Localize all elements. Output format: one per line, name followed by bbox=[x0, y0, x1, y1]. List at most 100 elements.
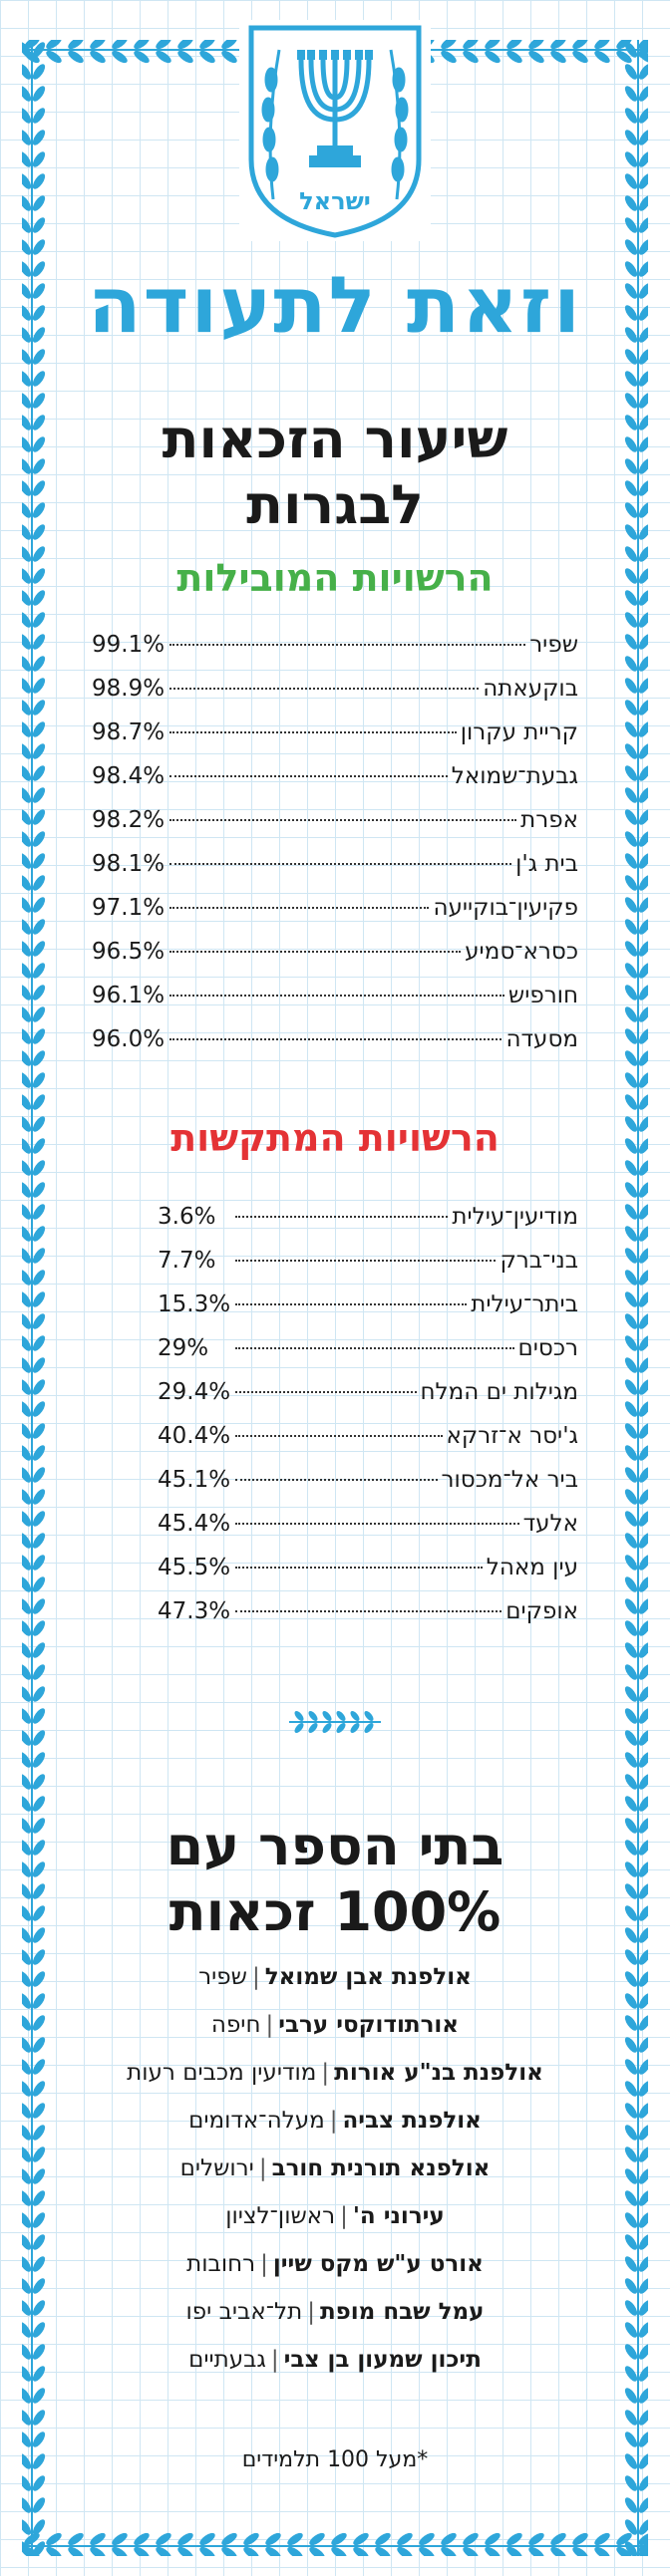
eligibility-percent: 45.4% bbox=[158, 1511, 231, 1537]
school-name: אולפנת אבן שמואל bbox=[264, 1964, 472, 1990]
school-name: אולפנא תורנית חורב bbox=[271, 2155, 491, 2181]
schools-list: אולפנת אבן שמואל|שפיר אורתודוקסי ערבי|חיפ… bbox=[40, 1953, 630, 2384]
list-item: עין מאהל 45.5% bbox=[92, 1555, 578, 1598]
list-item: חורפיש 96.1% bbox=[92, 983, 578, 1026]
locality-name: גבעת־שמואל bbox=[451, 763, 578, 789]
eligibility-percent: 99.1% bbox=[92, 632, 166, 658]
list-item: אופקים 47.3% bbox=[92, 1598, 578, 1642]
list-item: כסרא־סמיע 96.5% bbox=[92, 939, 578, 983]
list-item: מגילות ים המלח 29.4% bbox=[92, 1379, 578, 1423]
eligibility-percent: 15.3% bbox=[158, 1291, 231, 1317]
lagging-list: מודיעין־עילית 3.6% בני־ברק 7.7% ביתר־עילית 15… bbox=[92, 1204, 578, 1642]
dot-leader bbox=[235, 1391, 417, 1393]
eligibility-percent: 98.1% bbox=[92, 851, 166, 877]
list-item: ביתר־עילית 15.3% bbox=[92, 1291, 578, 1335]
school-name: עירוני ה' bbox=[352, 2203, 445, 2229]
locality-name: אלעד bbox=[522, 1511, 578, 1537]
eligibility-percent: 96.0% bbox=[92, 1026, 166, 1052]
eligibility-percent: 47.3% bbox=[158, 1598, 231, 1624]
locality-name: פקיעין־בוקייעה bbox=[433, 895, 578, 921]
list-item: בוקעאתה 98.9% bbox=[92, 676, 578, 719]
eligibility-percent: 45.5% bbox=[158, 1555, 231, 1580]
dot-leader bbox=[169, 995, 504, 997]
school-city: ירושלים bbox=[179, 2155, 254, 2181]
locality-name: ביר אל־מכסור bbox=[441, 1467, 578, 1493]
dot-leader bbox=[169, 1038, 502, 1040]
schools-title: בתי הספר עם 100% זכאות bbox=[40, 1814, 630, 1945]
locality-name: שפיר bbox=[529, 632, 578, 658]
school-name: עמל שבח מופת bbox=[319, 2299, 485, 2325]
dot-leader bbox=[235, 1567, 483, 1569]
school-separator: | bbox=[251, 1964, 260, 1990]
school-city: מודיעין מכבים רעות bbox=[127, 2060, 317, 2086]
state-emblem: ישראל bbox=[239, 20, 431, 241]
locality-name: בית ג'ן bbox=[515, 851, 578, 877]
dot-leader bbox=[169, 688, 480, 690]
locality-name: בוקעאתה bbox=[483, 676, 578, 702]
school-name: תיכון שמעון בן צבי bbox=[283, 2347, 482, 2373]
locality-name: רכסים bbox=[517, 1335, 578, 1361]
school-city: ראשון־לציון bbox=[225, 2203, 336, 2229]
locality-name: מודיעין־עילית bbox=[452, 1204, 578, 1230]
dot-leader bbox=[169, 775, 448, 777]
school-item: תיכון שמעון בן צבי|גבעתיים bbox=[40, 2336, 630, 2384]
school-city: חיפה bbox=[210, 2012, 261, 2038]
school-name: אולפנת צביה bbox=[342, 2108, 482, 2134]
state-of-israel-emblem-icon: ישראל bbox=[239, 20, 431, 241]
locality-name: כסרא־סמיע bbox=[465, 939, 578, 965]
list-item: ביר אל־מכסור 45.1% bbox=[92, 1467, 578, 1511]
school-name: אולפנת בנ"ע אורות bbox=[334, 2060, 543, 2086]
subtitle-line-2: לבגרות bbox=[246, 473, 424, 536]
school-item: אולפנת בנ"ע אורות|מודיעין מכבים רעות bbox=[40, 2049, 630, 2097]
eligibility-percent: 7.7% bbox=[158, 1248, 216, 1274]
locality-name: ג'יסר א־זרקא bbox=[446, 1423, 578, 1449]
eligibility-percent: 96.1% bbox=[92, 983, 166, 1008]
list-item: רכסים 29% bbox=[92, 1335, 578, 1379]
eligibility-percent: 98.9% bbox=[92, 676, 166, 702]
dot-leader bbox=[169, 731, 457, 733]
dot-leader bbox=[235, 1303, 468, 1305]
subtitle-line-1: שיעור הזכאות bbox=[162, 408, 508, 470]
school-item: אולפנת צביה|מעלה־אדומים bbox=[40, 2097, 630, 2145]
schools-title-line-2: 100% זכאות bbox=[168, 1880, 502, 1943]
laurel-branch-icon bbox=[289, 1711, 381, 1733]
school-city: מעלה־אדומים bbox=[188, 2108, 325, 2134]
list-item: בני־ברק 7.7% bbox=[92, 1248, 578, 1291]
eligibility-percent: 98.2% bbox=[92, 807, 166, 833]
school-item: עירוני ה'|ראשון־לציון bbox=[40, 2192, 630, 2240]
list-item: אפרת 98.2% bbox=[92, 807, 578, 851]
school-separator: | bbox=[307, 2299, 315, 2325]
leading-list: שפיר 99.1% בוקעאתה 98.9% קריית עקרון 98.7% גבע… bbox=[92, 632, 578, 1070]
list-item: גבעת־שמואל 98.4% bbox=[92, 763, 578, 807]
eligibility-percent: 29.4% bbox=[158, 1379, 231, 1405]
school-separator: | bbox=[265, 2012, 274, 2038]
school-city: תל־אביב יפו bbox=[185, 2299, 303, 2325]
school-item: אולפנת אבן שמואל|שפיר bbox=[40, 1953, 630, 2001]
school-separator: | bbox=[260, 2251, 268, 2277]
emblem-text: ישראל bbox=[299, 187, 371, 215]
dot-leader bbox=[235, 1347, 514, 1349]
dot-leader bbox=[235, 1216, 449, 1218]
list-item: אלעד 45.4% bbox=[92, 1511, 578, 1555]
list-item: מסעדה 96.0% bbox=[92, 1026, 578, 1070]
list-item: שפיר 99.1% bbox=[92, 632, 578, 676]
school-separator: | bbox=[321, 2060, 330, 2086]
eligibility-percent: 45.1% bbox=[158, 1467, 231, 1493]
dot-leader bbox=[169, 819, 517, 821]
dot-leader bbox=[169, 951, 462, 953]
footnote: *מעל 100 תלמידים bbox=[241, 2447, 429, 2472]
locality-name: מגילות ים המלח bbox=[420, 1379, 578, 1405]
dot-leader bbox=[235, 1260, 497, 1262]
dot-leader bbox=[169, 907, 430, 909]
dot-leader bbox=[235, 1523, 519, 1525]
page-subtitle: שיעור הזכאות לבגרות bbox=[60, 407, 610, 538]
school-separator: | bbox=[270, 2347, 279, 2373]
eligibility-percent: 98.7% bbox=[92, 719, 166, 745]
eligibility-percent: 29% bbox=[158, 1335, 209, 1361]
school-city: רחובות bbox=[186, 2251, 256, 2277]
locality-name: חורפיש bbox=[507, 983, 578, 1008]
school-city: שפיר bbox=[198, 1964, 247, 1990]
lagging-section-title: הרשויות המתקשות bbox=[170, 1116, 500, 1160]
school-name: אורתודוקסי ערבי bbox=[278, 2012, 460, 2038]
list-item: קריית עקרון 98.7% bbox=[92, 719, 578, 763]
